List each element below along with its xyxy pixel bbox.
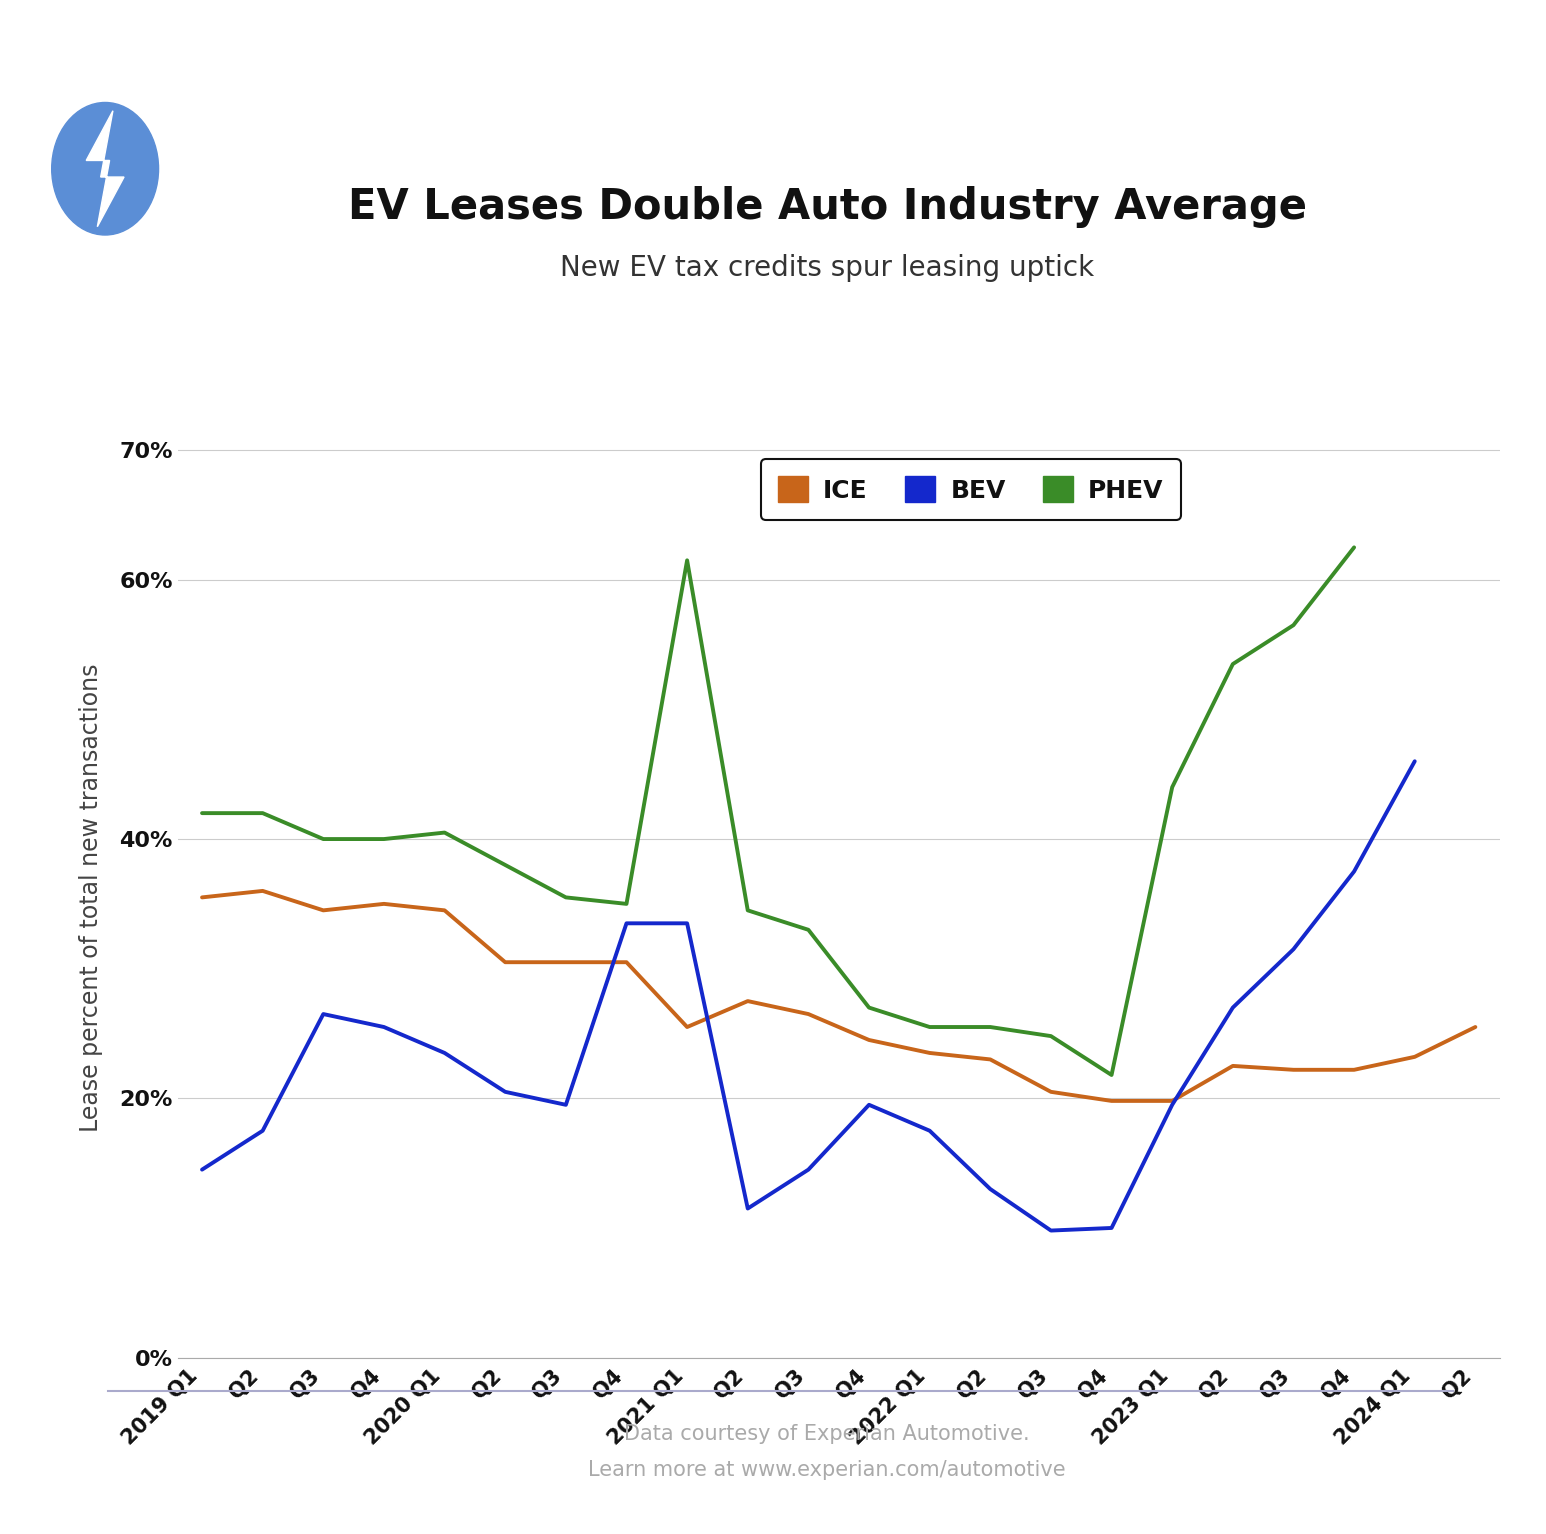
Text: Learn more at www.experian.com/automotive: Learn more at www.experian.com/automotiv… [589,1459,1065,1480]
Legend: ICE, BEV, PHEV: ICE, BEV, PHEV [761,459,1181,520]
Text: Data courtesy of Experian Automotive.: Data courtesy of Experian Automotive. [625,1424,1030,1445]
Y-axis label: Lease percent of total new transactions: Lease percent of total new transactions [79,663,102,1132]
Text: New EV tax credits spur leasing uptick: New EV tax credits spur leasing uptick [560,255,1095,282]
Text: EV Leases Double Auto Industry Average: EV Leases Double Auto Industry Average [348,186,1306,229]
Polygon shape [87,110,124,227]
Circle shape [51,103,159,235]
